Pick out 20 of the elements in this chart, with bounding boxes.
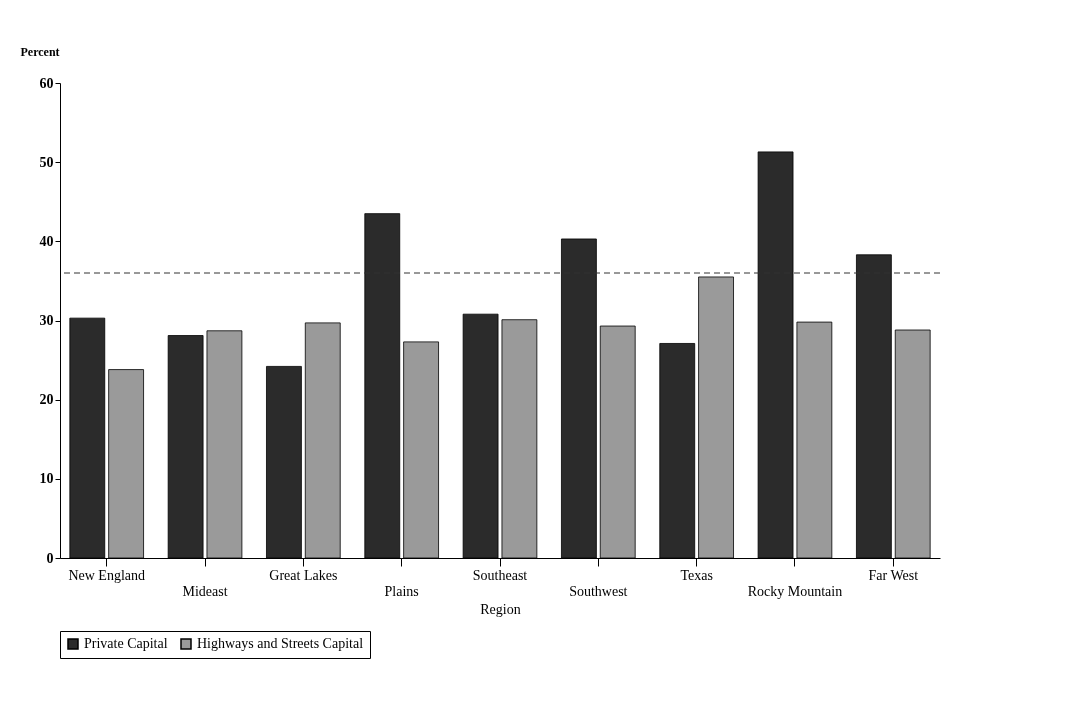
x-tick-label: Mideast [182,583,228,599]
x-axis-title: Region [480,601,521,617]
x-tick-label: New England [68,567,145,583]
y-tick-label: 10 [39,471,54,487]
x-tick-label: Southwest [569,583,628,599]
x-tick-label: Far West [868,567,919,583]
y-tick-label: 0 [46,550,54,566]
x-tick-label: Rocky Mountain [747,583,843,599]
y-tick-label: 20 [39,392,54,408]
legend-label: Highways and Streets Capital [197,636,364,651]
x-tick-label: Texas [680,567,713,583]
y-tick-label: 40 [39,233,54,249]
legend-label: Private Capital [84,636,168,651]
y-tick-label: 60 [39,75,54,91]
x-tick-label: Plains [384,583,419,599]
x-tick-label: Great Lakes [269,567,338,583]
x-tick-label: Southeast [472,567,528,583]
y-tick-label: 50 [39,154,54,170]
y-axis-title: Percent [20,44,60,59]
y-tick-label: 30 [39,313,54,328]
